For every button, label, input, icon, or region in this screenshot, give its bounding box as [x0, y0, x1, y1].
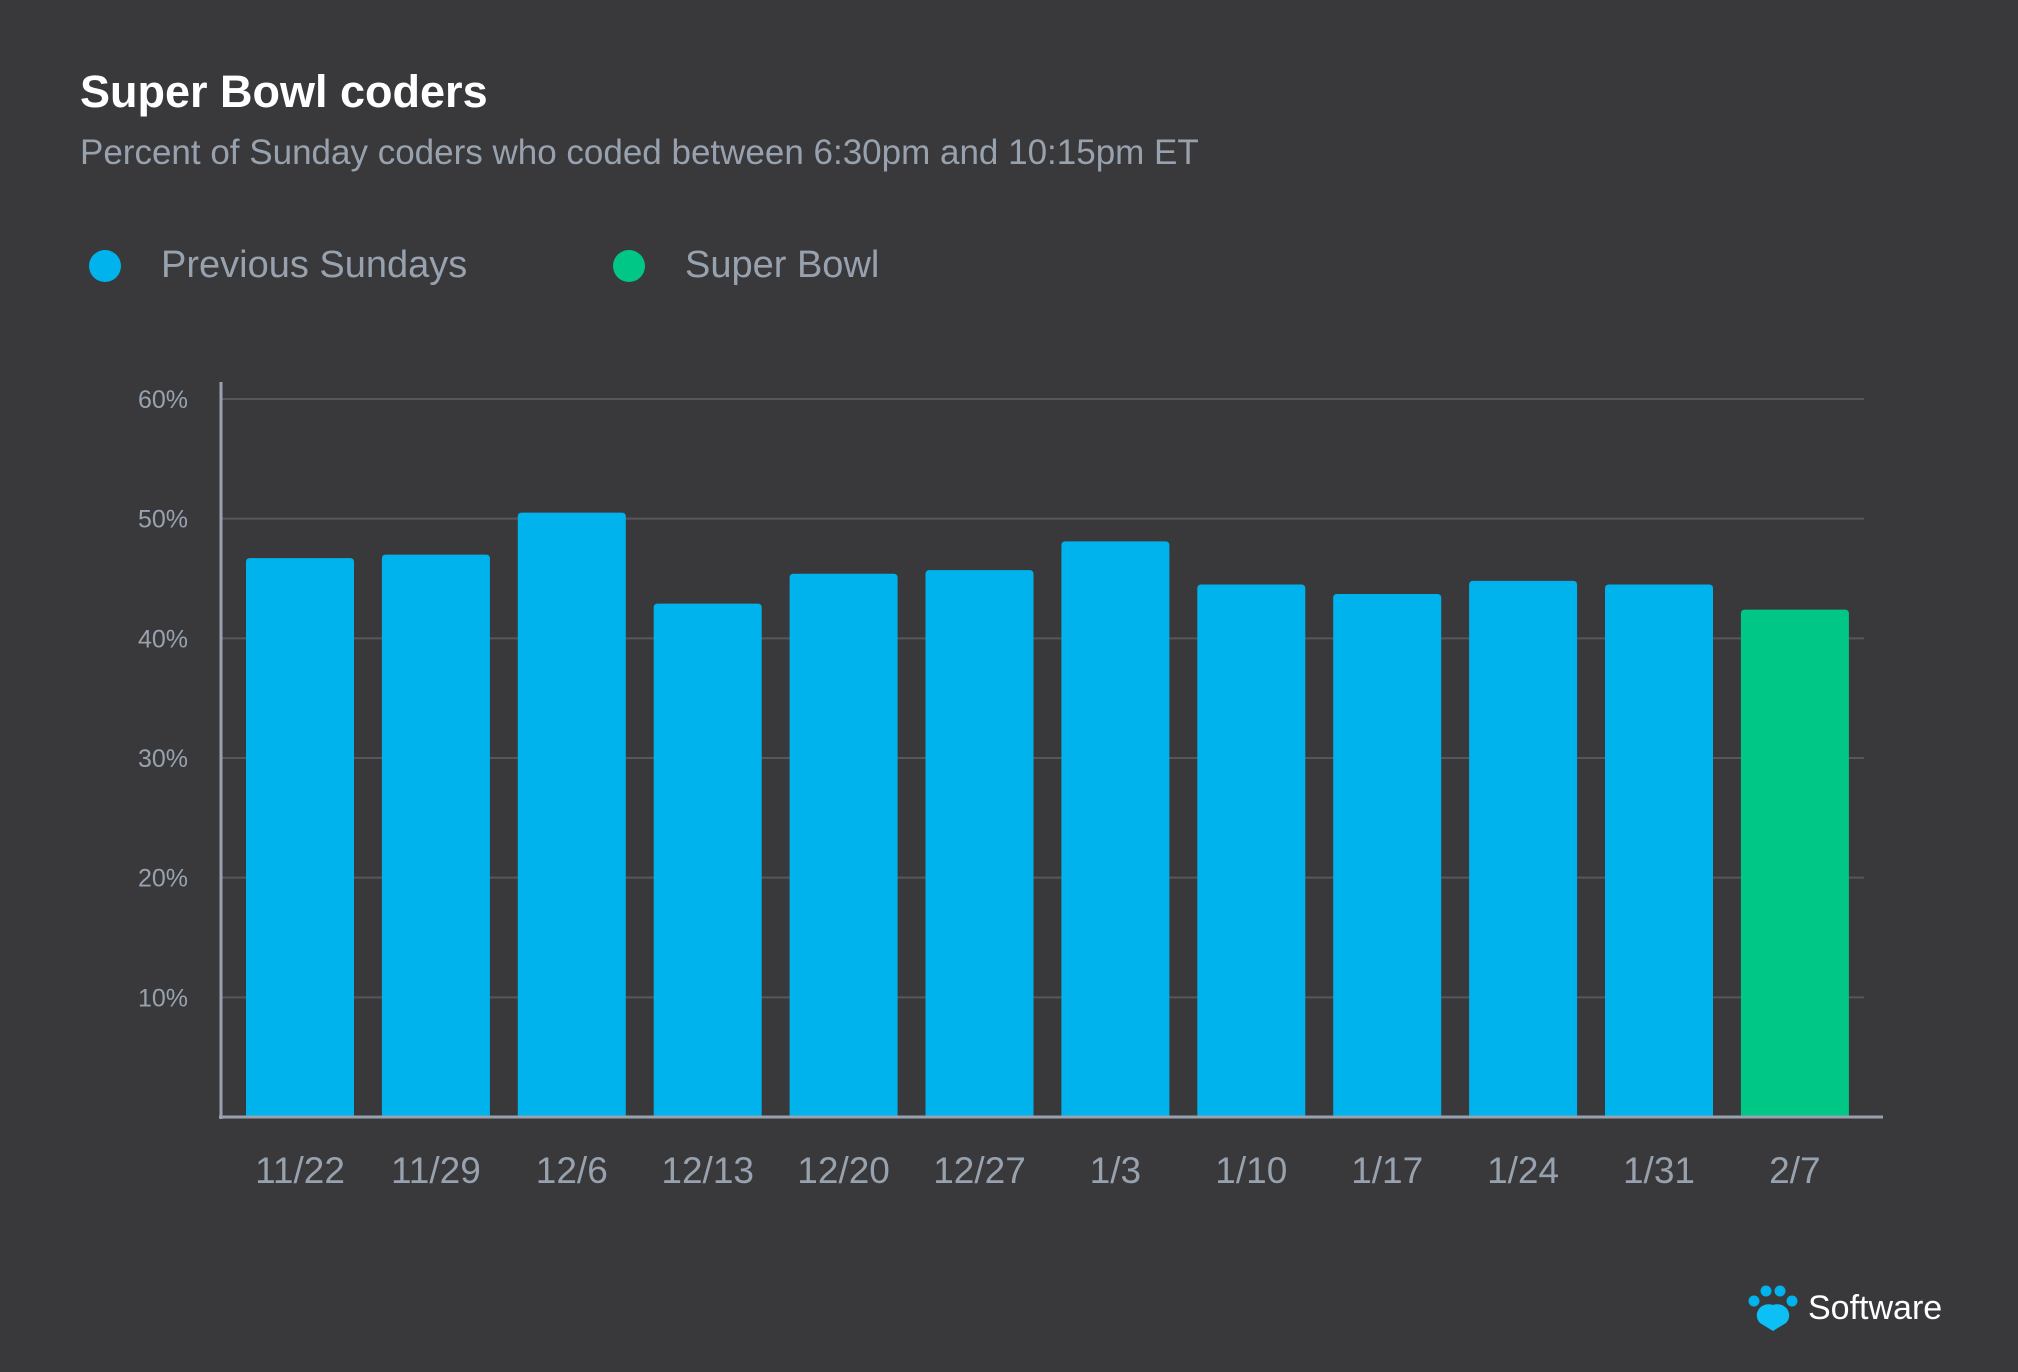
chart-subtitle: Percent of Sunday coders who coded betwe… — [80, 133, 1199, 172]
chart-title: Super Bowl coders — [80, 66, 488, 117]
y-tick-label: 30% — [138, 745, 188, 773]
bar-1-10 — [1197, 584, 1306, 1117]
legend-dot-icon — [89, 249, 121, 282]
y-tick-label: 60% — [138, 386, 188, 414]
bar-1-31 — [1605, 584, 1713, 1117]
legend-label: Previous Sundays — [161, 244, 468, 286]
bar-2-7 — [1740, 609, 1849, 1117]
x-tick-label: 1/31 — [1623, 1150, 1695, 1191]
bar-1-3 — [1061, 541, 1170, 1117]
x-tick-label: 12/6 — [536, 1150, 608, 1191]
y-tick-label: 20% — [138, 865, 188, 893]
software-logo: Software — [1748, 1285, 1942, 1331]
x-tick-label: 12/13 — [661, 1150, 754, 1191]
bar-12-6 — [517, 512, 626, 1117]
x-tick-label: 2/7 — [1769, 1150, 1820, 1191]
bar-12-20 — [789, 573, 898, 1117]
x-tick-label: 1/17 — [1351, 1150, 1423, 1191]
x-tick-label: 12/20 — [797, 1150, 890, 1191]
bar-1-24 — [1469, 580, 1578, 1117]
x-tick-label: 1/10 — [1215, 1150, 1287, 1191]
x-tick-label: 11/22 — [255, 1150, 345, 1191]
logo-text: Software — [1808, 1288, 1943, 1327]
x-tick-label: 11/29 — [391, 1150, 481, 1191]
legend-item-super-bowl: Super Bowl — [613, 244, 879, 287]
bar-11-29 — [381, 554, 490, 1117]
legend-label: Super Bowl — [685, 244, 880, 286]
y-tick-label: 40% — [138, 625, 188, 653]
x-tick-label: 1/3 — [1090, 1150, 1141, 1191]
legend-dot-icon — [613, 249, 645, 282]
bar-1-17 — [1333, 594, 1442, 1117]
x-tick-label: 1/24 — [1487, 1150, 1559, 1191]
legend-item-previous-sundays: Previous Sundays — [89, 244, 467, 287]
paw-icon — [1748, 1285, 1798, 1331]
bar-12-13 — [653, 603, 762, 1117]
y-tick-label: 50% — [138, 506, 188, 534]
x-tick-label: 12/27 — [933, 1150, 1026, 1191]
y-tick-label: 10% — [138, 984, 188, 1012]
bar-11-22 — [246, 558, 354, 1117]
bar-12-27 — [925, 570, 1034, 1117]
